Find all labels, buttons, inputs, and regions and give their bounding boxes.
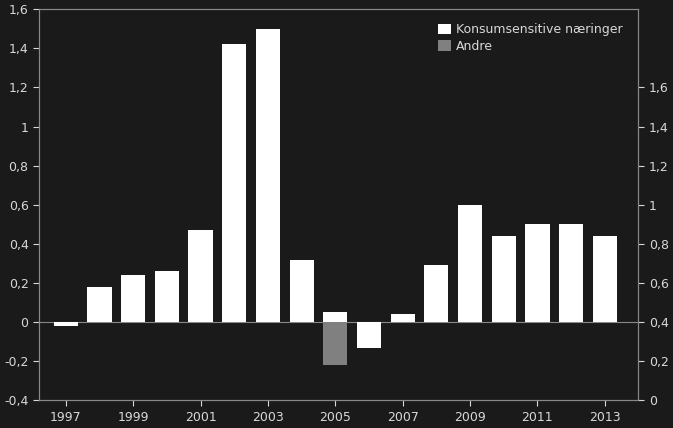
Bar: [323, 322, 347, 365]
Bar: [87, 287, 112, 322]
Bar: [390, 314, 415, 322]
Bar: [155, 271, 179, 322]
Bar: [559, 224, 583, 322]
Bar: [188, 230, 213, 322]
Bar: [525, 224, 550, 322]
Bar: [121, 275, 145, 322]
Bar: [458, 205, 482, 322]
Bar: [289, 259, 314, 322]
Bar: [424, 265, 448, 322]
Bar: [491, 236, 516, 322]
Bar: [256, 29, 280, 322]
Legend: Konsumsensitive næringer, Andre: Konsumsensitive næringer, Andre: [435, 19, 626, 56]
Bar: [222, 45, 246, 322]
Bar: [54, 322, 78, 326]
Bar: [323, 312, 347, 322]
Bar: [593, 236, 617, 322]
Bar: [357, 322, 381, 348]
